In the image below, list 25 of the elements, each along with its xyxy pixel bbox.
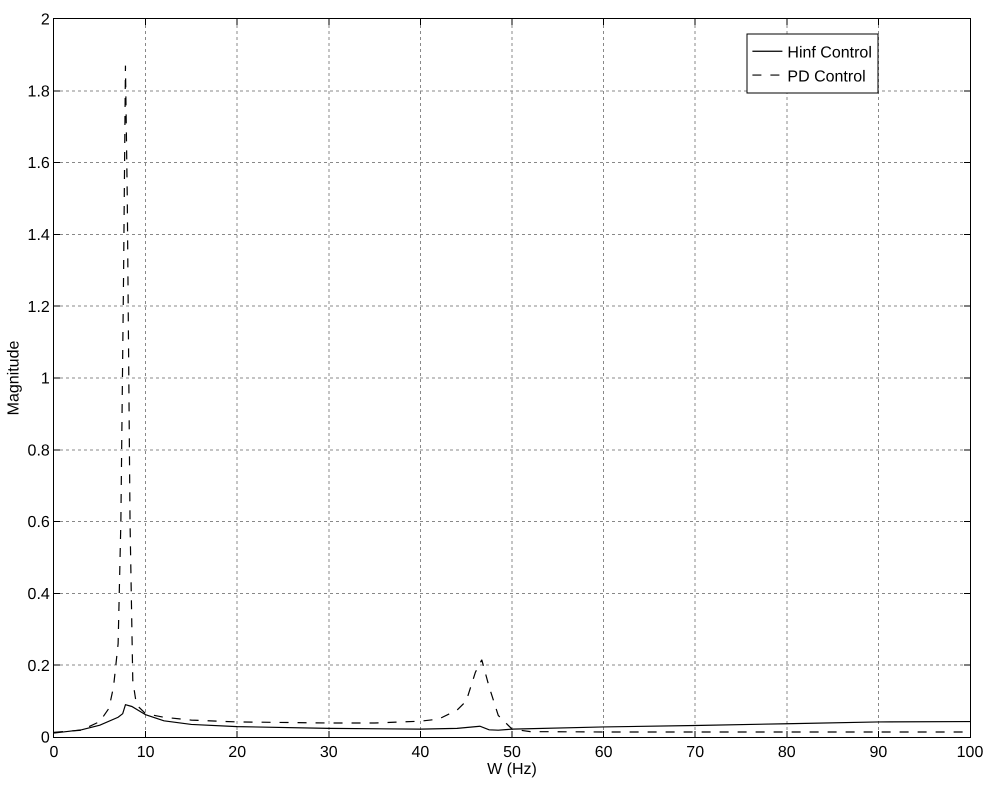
y-axis-title: Magnitude [5, 340, 22, 416]
x-tick-label: 10 [136, 744, 155, 762]
y-tick-label: 0.8 [28, 442, 50, 460]
y-tick-label: 0.4 [28, 586, 50, 603]
y-tick-label: 1.2 [28, 298, 50, 316]
y-tick-label: 1 [40, 370, 50, 388]
legend-label: Hinf Control [787, 44, 872, 62]
y-tick-label: 0 [40, 730, 50, 747]
y-tick-label: 1.4 [28, 227, 50, 244]
x-tick-label: 80 [778, 744, 796, 762]
y-tick-label: 1.8 [28, 83, 50, 100]
y-tick-label: 0.2 [28, 658, 50, 675]
x-tick-label: 40 [412, 744, 430, 762]
x-tick-label: 50 [503, 744, 521, 762]
x-tick-label: 20 [228, 744, 246, 762]
x-tick-label: 100 [956, 744, 984, 762]
y-tick-label: 0.6 [28, 514, 50, 532]
y-tick-label: 2 [40, 12, 50, 29]
x-axis-title: W (Hz) [487, 761, 537, 778]
x-tick-label: 30 [320, 744, 338, 762]
x-tick-label: 90 [870, 744, 888, 762]
x-tick-label: 70 [686, 744, 704, 762]
legend-label: PD Control [787, 68, 866, 86]
x-tick-label: 60 [594, 744, 613, 762]
y-tick-label: 1.6 [28, 155, 50, 172]
